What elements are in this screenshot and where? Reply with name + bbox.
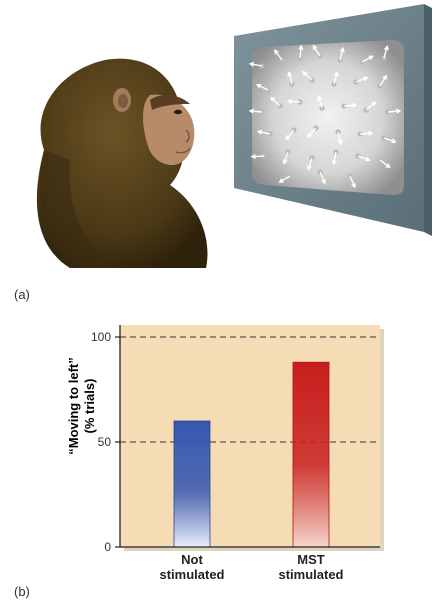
motion-arrow — [251, 155, 265, 158]
bar-chart: 0 50 100 Not stimulated MST stimulated “Movin… — [66, 325, 384, 582]
motion-arrow — [288, 72, 293, 85]
motion-arrow — [333, 151, 337, 164]
experiment-illustration — [36, 4, 432, 268]
motion-arrowhead — [273, 49, 279, 55]
motion-arrow — [249, 110, 263, 113]
motion-arrow — [250, 63, 263, 67]
y-tick-label: 100 — [91, 330, 111, 344]
plot-area — [120, 325, 380, 547]
motion-arrowhead — [395, 108, 402, 114]
bar-mst-stimulated — [292, 361, 330, 548]
motion-arrowhead — [333, 70, 339, 77]
motion-arrow — [283, 151, 289, 164]
motion-arrowhead — [298, 44, 304, 51]
motion-arrowhead — [321, 178, 326, 185]
motion-arrow — [317, 96, 323, 109]
motion-arrowhead — [270, 96, 276, 102]
motion-arrowhead — [339, 46, 345, 53]
x-category-label: MST stimulated — [278, 552, 343, 582]
motion-arrowhead — [371, 101, 377, 107]
motion-arrow — [383, 46, 388, 59]
motion-arrow — [285, 129, 295, 140]
motion-arrowhead — [248, 108, 255, 114]
motion-arrowhead — [368, 55, 374, 61]
motion-arrow — [299, 45, 302, 59]
motion-arrowhead — [278, 178, 284, 183]
y-axis-label-line-1: “Moving to left” — [66, 357, 81, 455]
motion-arrow — [287, 100, 301, 103]
panel-label-b: (b) — [14, 584, 30, 599]
motion-arrowhead — [383, 45, 389, 51]
motion-arrowhead — [391, 138, 397, 144]
motion-dots — [248, 44, 402, 189]
motion-arrowhead — [331, 159, 337, 166]
motion-arrow — [319, 171, 326, 184]
motion-arrowhead — [302, 70, 308, 76]
y-tick-label: 0 — [104, 540, 111, 554]
moving-dots-display-icon — [234, 4, 432, 236]
motion-arrowhead — [248, 61, 255, 67]
motion-arrowhead — [351, 182, 356, 189]
motion-arrow — [387, 110, 401, 113]
motion-arrow — [379, 159, 390, 168]
bar-not-stimulated — [173, 420, 211, 548]
motion-arrow — [302, 71, 313, 81]
y-axis-label-line-2: (% trials) — [82, 379, 97, 434]
motion-arrow — [256, 84, 269, 91]
motion-arrowhead — [368, 130, 374, 136]
motion-arrow — [365, 101, 376, 111]
motion-arrow — [359, 132, 373, 135]
motion-arrow — [307, 157, 313, 170]
motion-arrowhead — [337, 139, 343, 146]
motion-arrow — [307, 127, 317, 138]
motion-arrowhead — [312, 44, 318, 51]
motion-arrow — [337, 131, 342, 144]
motion-arrowhead — [317, 95, 322, 101]
motion-arrow — [312, 45, 321, 57]
motion-arrow — [357, 155, 370, 161]
motion-arrowhead — [256, 129, 263, 135]
y-tick-label: 50 — [98, 435, 112, 449]
motion-arrowhead — [382, 74, 387, 80]
x-category-label: Not stimulated — [159, 552, 224, 582]
motion-arrowhead — [352, 102, 358, 108]
motion-arrowhead — [306, 132, 312, 139]
motion-arrowhead — [250, 153, 256, 160]
motion-arrowhead — [282, 159, 288, 165]
motion-arrow — [258, 130, 271, 135]
motion-arrow — [333, 72, 338, 85]
panel-label-a: (a) — [14, 287, 30, 302]
motion-arrow — [355, 77, 368, 83]
motion-arrow — [274, 49, 283, 61]
motion-arrowhead — [306, 165, 312, 171]
motion-arrowhead — [287, 71, 293, 77]
motion-arrowhead — [255, 83, 262, 89]
motion-arrowhead — [285, 135, 291, 141]
motion-arrowhead — [365, 156, 371, 162]
motion-arrowhead — [385, 163, 391, 169]
monkey-icon — [36, 58, 208, 268]
motion-arrowhead — [363, 76, 369, 82]
motion-arrowhead — [286, 98, 292, 104]
motion-arrow — [379, 75, 387, 87]
motion-arrow — [270, 97, 281, 107]
motion-arrow — [361, 55, 373, 63]
motion-arrow — [343, 104, 357, 107]
motion-arrow — [339, 48, 344, 61]
motion-arrow — [383, 137, 396, 143]
motion-arrow — [349, 175, 356, 188]
motion-arrow — [279, 175, 291, 183]
